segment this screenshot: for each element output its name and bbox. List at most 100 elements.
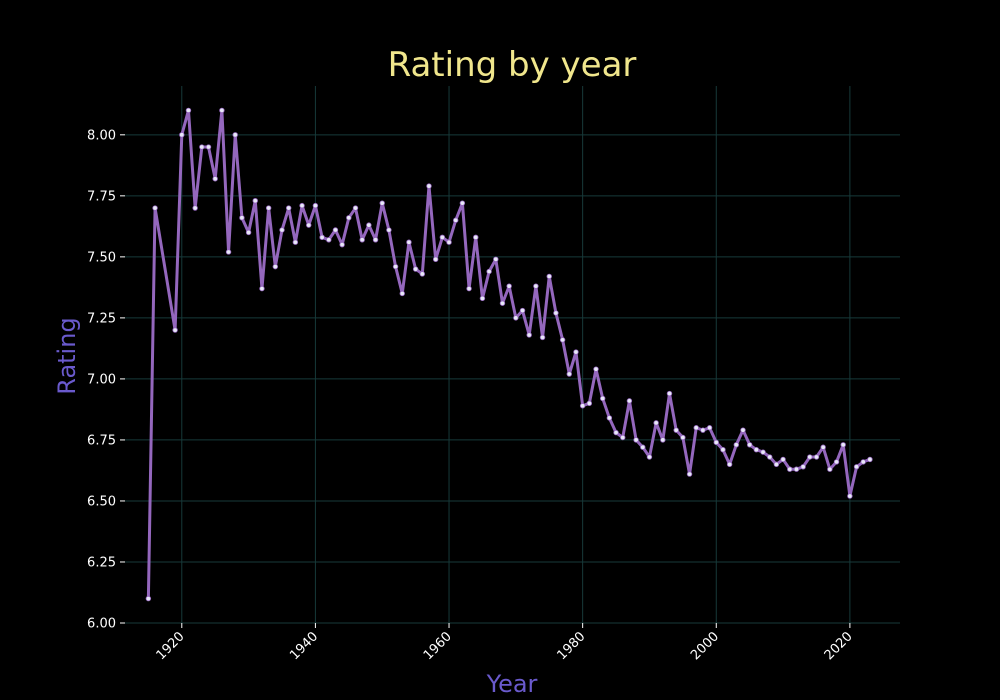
data-point [620, 434, 626, 441]
data-point [285, 205, 292, 211]
data-point [352, 205, 359, 211]
data-point [673, 427, 679, 433]
data-point [539, 334, 546, 341]
data-point [733, 442, 740, 448]
data-point [319, 234, 325, 241]
data-point [746, 442, 753, 448]
data-point [653, 420, 659, 426]
data-point [553, 310, 559, 316]
data-point [346, 215, 352, 221]
y-tick-label: 6.25 [87, 555, 116, 570]
data-point [306, 222, 312, 228]
data-point [212, 176, 218, 182]
data-point [192, 205, 198, 211]
data-point [145, 595, 152, 602]
data-point [559, 337, 566, 343]
data-point [453, 217, 459, 223]
data-point [239, 215, 245, 221]
data-point [566, 371, 572, 377]
data-point [479, 295, 486, 302]
data-point [366, 222, 372, 228]
data-point [272, 263, 279, 270]
y-tick-label: 7.00 [87, 372, 116, 387]
y-tick-label: 6.75 [87, 433, 116, 448]
data-point [526, 332, 532, 338]
data-point [205, 144, 212, 150]
data-point [372, 237, 379, 243]
labels: Rating by year Year Rating [53, 45, 636, 698]
y-tick-label: 6.00 [87, 617, 116, 632]
data-point [666, 390, 673, 397]
data-point [439, 234, 446, 241]
data-point [693, 425, 699, 431]
data-point [339, 241, 345, 248]
x-axis-label: Year [486, 670, 538, 698]
data-point [606, 415, 613, 421]
data-point [332, 227, 339, 233]
data-point [760, 449, 766, 455]
x-tick-label: 2020 [822, 629, 856, 663]
data-point [312, 202, 319, 209]
data-point [219, 107, 225, 114]
data-point [626, 398, 633, 404]
x-tick-label: 1980 [554, 629, 588, 663]
data-point [446, 239, 452, 245]
data-point [379, 200, 385, 206]
data-point [867, 456, 873, 463]
data-point [326, 237, 332, 243]
data-point [660, 437, 666, 443]
data-point [519, 307, 526, 314]
y-tick-label: 6.50 [87, 494, 116, 509]
data-point [513, 315, 519, 321]
series-line [146, 108, 872, 601]
data-point [493, 256, 499, 262]
data-point [579, 403, 586, 409]
data-point [486, 268, 492, 275]
y-tick-label: 7.50 [87, 250, 116, 265]
data-point [807, 454, 813, 460]
data-point [613, 429, 619, 436]
data-point [713, 439, 719, 446]
data-point [586, 400, 593, 407]
data-point [265, 205, 272, 211]
data-point [780, 456, 786, 463]
x-tick-label: 1920 [154, 629, 188, 663]
data-point [199, 144, 205, 150]
data-point [419, 271, 426, 277]
data-point [412, 266, 419, 272]
series [145, 107, 873, 602]
data-point [459, 200, 466, 206]
data-point [245, 229, 252, 236]
data-point [392, 263, 399, 270]
data-point [225, 249, 232, 255]
data-point [700, 427, 706, 433]
data-point [573, 349, 579, 355]
data-point [820, 444, 826, 450]
data-point [787, 466, 793, 472]
data-point [646, 454, 653, 460]
data-point [847, 493, 853, 499]
data-point [185, 107, 192, 114]
data-point [833, 459, 840, 465]
data-point [599, 395, 606, 402]
axes: 6.00 6.25 6.50 6.75 7.00 7.25 7.50 7.75 8.00 1920… [87, 128, 856, 663]
y-tick-label: 8.00 [87, 128, 116, 143]
data-point [299, 202, 305, 209]
data-point [232, 132, 238, 138]
data-point [800, 464, 806, 470]
data-point [853, 464, 860, 470]
data-point [767, 454, 773, 460]
data-point [706, 425, 713, 431]
data-point [680, 434, 686, 441]
data-point [172, 327, 178, 333]
data-point [506, 283, 512, 289]
data-point [860, 459, 866, 465]
chart-title: Rating by year [388, 45, 637, 85]
data-point [386, 227, 392, 233]
data-point [179, 132, 185, 138]
data-point [252, 198, 258, 204]
x-tick-label: 2000 [688, 629, 722, 663]
data-point [473, 234, 479, 241]
